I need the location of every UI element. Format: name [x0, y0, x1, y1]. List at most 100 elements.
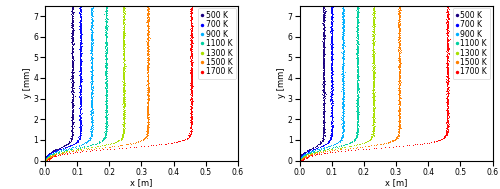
Point — [354, 92, 362, 95]
Point — [340, 94, 347, 98]
Point — [354, 56, 362, 59]
Point — [396, 17, 404, 20]
Point — [340, 41, 347, 44]
Point — [338, 109, 346, 112]
Point — [102, 78, 110, 81]
Point — [144, 17, 152, 20]
Point — [327, 65, 335, 68]
Point — [353, 77, 361, 80]
Point — [354, 66, 362, 69]
Point — [328, 55, 336, 58]
Point — [318, 87, 326, 90]
Point — [396, 116, 404, 119]
Point — [354, 113, 362, 116]
Point — [395, 17, 403, 20]
Point — [444, 57, 452, 60]
Point — [68, 49, 76, 52]
Point — [370, 6, 378, 9]
Point — [88, 12, 96, 15]
Point — [102, 119, 110, 122]
Point — [144, 106, 152, 109]
Point — [76, 42, 84, 45]
Point — [66, 151, 74, 154]
Point — [188, 62, 196, 65]
Point — [188, 77, 196, 80]
Point — [68, 106, 76, 109]
Point — [444, 25, 452, 28]
Point — [102, 22, 110, 25]
Point — [188, 82, 196, 85]
Point — [120, 71, 128, 74]
Point — [76, 131, 84, 134]
Point — [353, 123, 361, 126]
Point — [324, 141, 332, 144]
Point — [394, 110, 402, 113]
Point — [88, 119, 96, 122]
Point — [144, 33, 152, 36]
Point — [68, 59, 76, 62]
Point — [76, 43, 84, 46]
Point — [143, 64, 151, 67]
Point — [68, 34, 76, 37]
Point — [70, 16, 78, 19]
Point — [306, 148, 314, 151]
Point — [318, 73, 326, 76]
Point — [144, 21, 152, 24]
Point — [340, 20, 347, 23]
Point — [118, 129, 126, 132]
Point — [76, 116, 84, 119]
Point — [69, 58, 77, 61]
Point — [320, 95, 328, 98]
Point — [119, 36, 127, 39]
Point — [143, 50, 151, 53]
Point — [71, 151, 79, 154]
Point — [69, 121, 77, 124]
Point — [328, 32, 336, 35]
Point — [396, 49, 404, 52]
Point — [344, 149, 352, 152]
Point — [394, 48, 402, 51]
Point — [299, 153, 307, 156]
Point — [354, 56, 362, 59]
Point — [339, 15, 347, 18]
Point — [394, 92, 402, 95]
Point — [66, 147, 74, 150]
Point — [68, 5, 76, 8]
Point — [370, 102, 378, 105]
Point — [88, 51, 96, 54]
Point — [66, 144, 74, 147]
Point — [353, 55, 361, 58]
Point — [443, 58, 451, 61]
Point — [340, 64, 347, 67]
Point — [302, 153, 310, 156]
Point — [68, 32, 76, 35]
Point — [370, 119, 378, 122]
Point — [320, 33, 328, 36]
Point — [103, 102, 111, 105]
Point — [144, 121, 152, 124]
Point — [68, 111, 76, 114]
Point — [320, 105, 328, 108]
Point — [320, 36, 328, 39]
Point — [77, 54, 85, 57]
Point — [328, 93, 336, 96]
Point — [68, 21, 76, 24]
Point — [186, 46, 194, 49]
Point — [187, 109, 195, 112]
Point — [78, 147, 86, 150]
Point — [42, 159, 50, 162]
Point — [144, 128, 152, 131]
Point — [369, 45, 377, 48]
Point — [101, 134, 109, 137]
Point — [396, 54, 404, 57]
Point — [370, 41, 378, 44]
Point — [443, 133, 451, 136]
Point — [87, 121, 95, 124]
Point — [119, 15, 127, 18]
Point — [444, 125, 452, 128]
Point — [68, 122, 76, 125]
Point — [352, 61, 360, 64]
Point — [305, 155, 313, 158]
Point — [88, 115, 96, 118]
Point — [45, 154, 53, 157]
